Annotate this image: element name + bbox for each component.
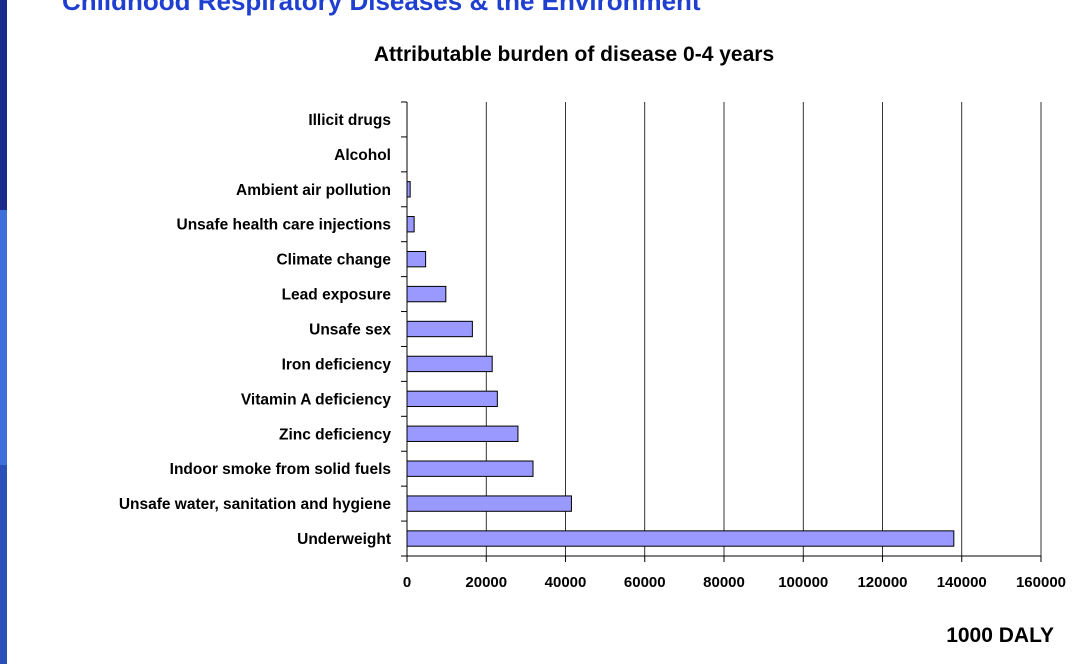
category-label: Underweight [297,531,391,548]
x-tick-label: 20000 [465,574,507,591]
x-tick-label: 40000 [545,574,587,591]
category-label: Illicit drugs [308,112,391,129]
bar [406,285,447,303]
bar [406,495,572,512]
x-tick-label: 120000 [857,574,907,591]
slide-accent-bar-top [0,0,7,210]
bar [406,460,534,477]
bar [406,216,415,233]
bar [406,425,519,442]
category-label: Alcohol [334,147,391,164]
category-label: Unsafe sex [309,322,391,339]
bar [406,390,498,408]
slide-accent-bar-middle [0,210,7,465]
bar [406,530,955,547]
bar [406,355,493,373]
bar [406,181,411,198]
category-label: Climate change [276,252,391,269]
chart-title: Attributable burden of disease 0-4 years [373,43,775,66]
bar [406,250,427,268]
bar [406,320,473,338]
slide-accent-bar-bottom [0,465,7,664]
x-tick-label: 60000 [624,574,666,591]
x-tick-label: 100000 [778,574,828,591]
category-label: Zinc deficiency [279,426,391,443]
x-tick-label: 140000 [937,574,987,591]
category-label: Ambient air pollution [236,182,391,199]
category-label: Iron deficiency [282,356,392,373]
category-label: Vitamin A deficiency [241,391,392,408]
slide-header-title: Childhood Respiratory Diseases & the Env… [62,0,701,16]
x-axis-unit-label: 1000 DALY [946,624,1054,647]
category-label: Lead exposure [282,287,392,304]
category-label: Indoor smoke from solid fuels [170,461,391,478]
category-label: Unsafe water, sanitation and hygiene [119,496,392,513]
x-tick-label: 160000 [1016,574,1066,591]
x-tick-label: 0 [403,574,411,591]
x-tick-label: 80000 [703,574,745,591]
category-label: Unsafe health care injections [177,217,392,234]
